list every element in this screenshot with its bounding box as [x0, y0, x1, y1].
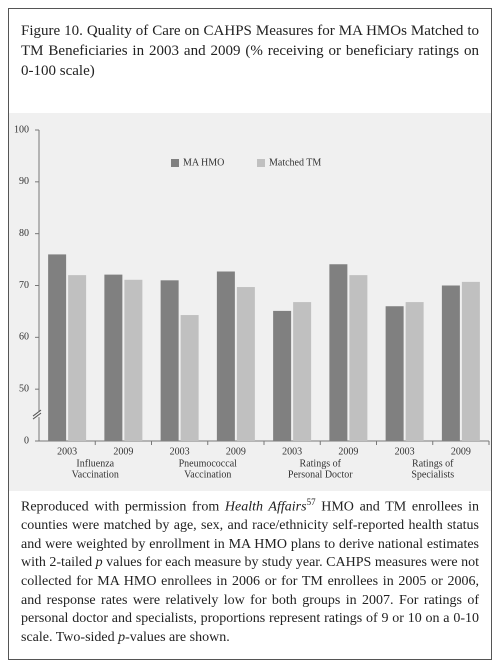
bar [293, 302, 312, 441]
caption-text: -values are shown. [125, 629, 230, 645]
bar [441, 285, 460, 441]
caption-text: HMO and TM enrollees in counties were ma… [21, 499, 480, 571]
figure-title: Figure 10. Quality of Care on CAHPS Meas… [9, 9, 491, 125]
x-tick-label: 2003 [395, 446, 415, 457]
group-label: Vaccination [184, 469, 231, 480]
y-tick-label: 60 [19, 332, 29, 343]
bar [216, 271, 235, 441]
x-tick-label: 2003 [282, 446, 302, 457]
group-label: Personal Doctor [288, 469, 353, 480]
y-break-label: 0 [24, 435, 29, 446]
y-tick-label: 50 [19, 383, 29, 394]
y-tick-label: 100 [14, 124, 29, 135]
axis-break-mark [32, 409, 42, 417]
legend-label: Matched TM [269, 157, 321, 168]
group-label: Ratings of [300, 458, 342, 469]
bar [104, 274, 123, 441]
caption-journal: Health Affairs [224, 499, 307, 515]
bar [405, 302, 424, 441]
caption-text: values for each measure by study year. C… [21, 555, 479, 645]
bar [68, 275, 87, 441]
x-tick-label: 2009 [226, 446, 246, 457]
caption-italic: p [118, 629, 126, 645]
y-tick-label: 80 [19, 228, 29, 239]
x-tick-label: 2009 [113, 446, 133, 457]
group-label: Specialists [411, 469, 454, 480]
x-tick-label: 2009 [338, 446, 358, 457]
x-tick-label: 2003 [57, 446, 77, 457]
axis-break-mark [32, 412, 42, 420]
bar [349, 275, 368, 441]
caption-text: Reproduced with permission from [21, 499, 225, 515]
bar [124, 279, 143, 441]
figure: Figure 10. Quality of Care on CAHPS Meas… [8, 8, 492, 660]
y-tick-label: 90 [19, 176, 29, 187]
group-label: Pneumococcal [179, 458, 238, 469]
bar [273, 310, 292, 441]
bar [48, 254, 67, 441]
y-tick-label: 70 [19, 280, 29, 291]
bar [385, 306, 404, 441]
group-label: Ratings of [412, 458, 454, 469]
caption-italic: p [95, 555, 103, 571]
caption: Reproduced with permission from Health A… [21, 493, 479, 647]
bar [329, 264, 348, 441]
x-tick-label: 2003 [170, 446, 190, 457]
caption-reference: 57 [306, 497, 316, 507]
group-label: Influenza [76, 458, 114, 469]
bar [160, 280, 179, 441]
legend-swatch [171, 159, 179, 167]
chart: 50 60 70 80 90 100 0 2003 2009 2003 2009 2003 2009 20… [9, 113, 491, 491]
legend-swatch [257, 159, 265, 167]
bar [461, 281, 480, 441]
x-tick-label: 2009 [451, 446, 471, 457]
legend-label: MA HMO [183, 157, 224, 168]
bar [236, 287, 255, 441]
bar [180, 315, 199, 441]
group-label: Vaccination [72, 469, 119, 480]
